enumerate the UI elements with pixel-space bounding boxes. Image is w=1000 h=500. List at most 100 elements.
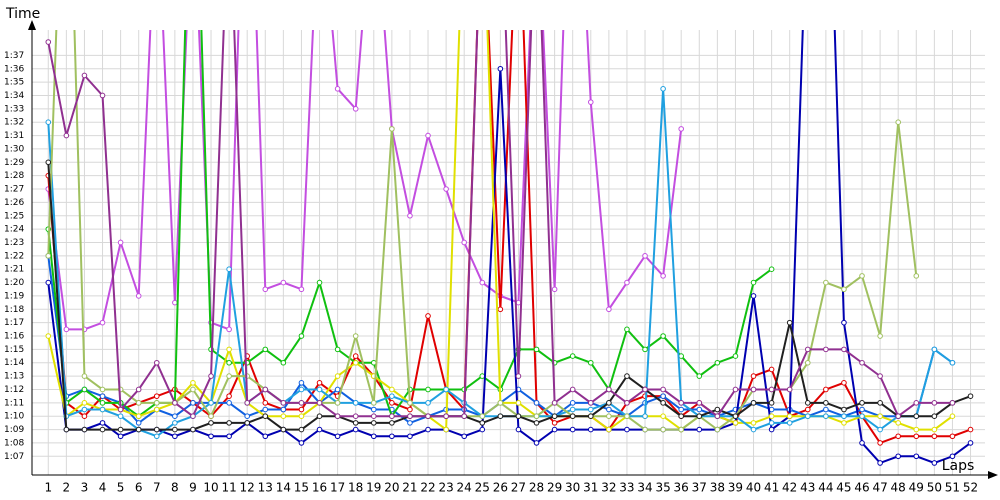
y-tick-label: 1:34 xyxy=(4,91,24,101)
lap-point xyxy=(425,413,431,420)
x-tick-label: 33 xyxy=(619,481,634,495)
lap-point xyxy=(859,400,865,406)
lap-point xyxy=(443,413,449,420)
lap-point xyxy=(750,279,757,286)
x-tick-label: 2 xyxy=(63,481,71,495)
lap-point xyxy=(117,413,124,420)
lap-point xyxy=(45,253,52,259)
lap-point xyxy=(370,420,377,426)
lap-point xyxy=(587,406,594,413)
lap-point xyxy=(334,433,341,440)
lap-point xyxy=(99,406,106,413)
lap-point xyxy=(606,426,612,433)
lap-point xyxy=(81,413,88,420)
lap-point xyxy=(208,413,214,420)
y-tick-label: 1:27 xyxy=(4,185,24,195)
lap-point xyxy=(226,400,232,406)
lap-point xyxy=(280,279,287,286)
y-tick-label: 1:14 xyxy=(4,358,24,368)
lap-point xyxy=(298,386,305,393)
lap-point xyxy=(316,400,323,406)
lap-point xyxy=(298,406,305,413)
lap-point xyxy=(823,406,829,413)
lap-point xyxy=(551,413,558,420)
lap-point xyxy=(226,393,232,399)
lap-point xyxy=(208,433,214,440)
lap-point xyxy=(714,413,721,420)
y-tick-label: 1:26 xyxy=(4,198,24,208)
lap-point xyxy=(117,433,124,440)
lap-point xyxy=(443,386,449,393)
x-tick-label: 16 xyxy=(312,481,327,495)
x-tick-label: 48 xyxy=(891,481,906,495)
lap-point xyxy=(569,400,576,406)
lap-point xyxy=(642,413,648,420)
lap-point xyxy=(389,400,395,406)
lap-point xyxy=(859,359,865,366)
lap-point xyxy=(660,273,666,279)
lap-point xyxy=(190,379,196,386)
lap-point xyxy=(913,453,920,460)
lap-point xyxy=(425,132,431,139)
lap-point xyxy=(696,400,703,406)
lap-point xyxy=(750,400,757,406)
lap-point xyxy=(81,386,88,393)
lap-point xyxy=(533,400,540,406)
lap-point xyxy=(298,400,305,406)
lap-point xyxy=(407,406,413,413)
y-tick-label: 1:31 xyxy=(4,131,24,141)
lap-point xyxy=(190,386,196,393)
lap-point xyxy=(569,406,576,413)
lap-point xyxy=(262,433,269,440)
lap-point xyxy=(479,279,486,286)
lap-point xyxy=(895,433,901,440)
lap-point xyxy=(63,132,70,139)
lap-point xyxy=(714,406,721,413)
lap-point xyxy=(298,333,305,339)
lap-point xyxy=(99,420,106,426)
lap-point xyxy=(823,413,829,420)
lap-point xyxy=(389,393,395,399)
lap-point xyxy=(587,99,594,105)
x-tick-label: 7 xyxy=(153,481,161,495)
lap-point xyxy=(642,386,648,393)
lap-point xyxy=(786,386,793,393)
lap-point xyxy=(352,426,359,433)
lap-point xyxy=(967,440,974,446)
lap-point xyxy=(244,413,250,420)
lap-point xyxy=(931,460,938,466)
lap-point xyxy=(877,426,883,433)
lap-point xyxy=(45,279,52,286)
lap-point xyxy=(768,266,775,273)
lap-point xyxy=(859,413,865,420)
lap-point xyxy=(823,279,829,286)
lap-point xyxy=(624,373,630,379)
y-tick-label: 1:18 xyxy=(4,305,24,315)
lap-point xyxy=(298,440,305,446)
lap-point xyxy=(823,346,829,353)
lap-point xyxy=(768,400,775,406)
lap-point xyxy=(208,373,214,379)
lap-point xyxy=(99,393,106,399)
lap-point xyxy=(135,293,142,299)
lap-point xyxy=(352,413,359,420)
lap-point xyxy=(587,359,594,366)
lap-point xyxy=(895,413,901,420)
x-tick-label: 31 xyxy=(583,481,598,495)
lap-point xyxy=(859,440,865,446)
lap-point xyxy=(262,286,269,293)
lap-point xyxy=(226,346,232,353)
lap-point xyxy=(153,400,160,406)
lap-point xyxy=(931,413,938,420)
lap-point xyxy=(135,386,142,393)
lap-point xyxy=(931,346,938,353)
lap-point xyxy=(99,426,106,433)
lap-point xyxy=(81,72,88,79)
lap-point xyxy=(949,359,956,366)
x-tick-label: 13 xyxy=(258,481,273,495)
x-tick-label: 23 xyxy=(438,481,453,495)
lap-point xyxy=(768,413,775,420)
x-tick-label: 47 xyxy=(872,481,887,495)
lap-point xyxy=(298,379,305,386)
lap-point xyxy=(877,440,883,446)
